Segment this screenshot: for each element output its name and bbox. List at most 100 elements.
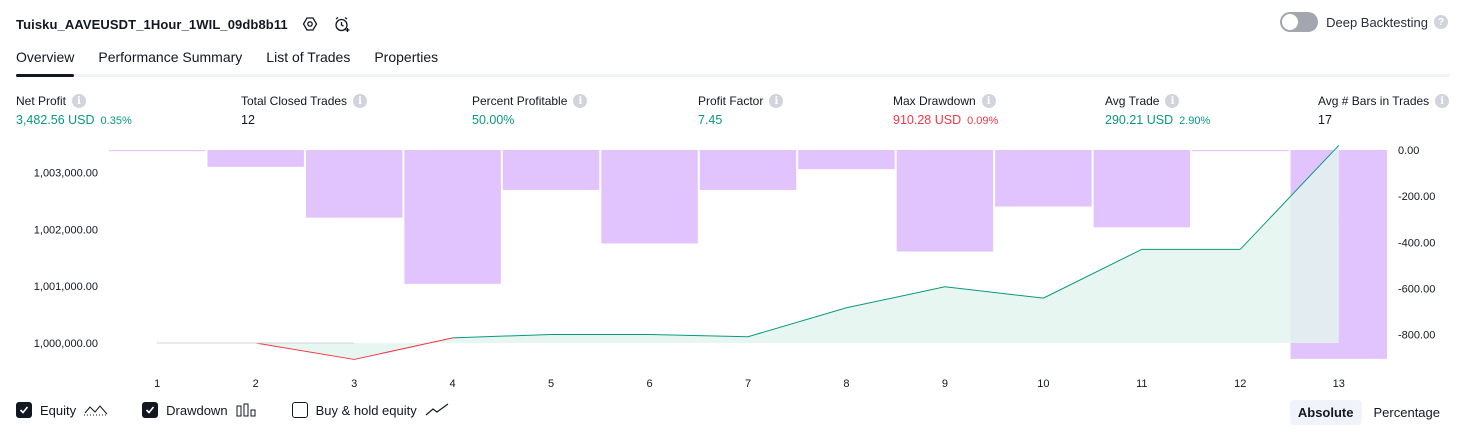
drawdown-bar bbox=[798, 150, 895, 170]
buy-hold-checkbox[interactable] bbox=[291, 402, 308, 418]
stat-value: 3,482.56 USD bbox=[16, 113, 95, 127]
drawdown-bar bbox=[305, 150, 403, 218]
equity-tick-label: 1,003,000.00 bbox=[34, 168, 98, 180]
equity-tick-label: 1,001,000.00 bbox=[34, 281, 98, 293]
equity-line-segment bbox=[354, 337, 453, 360]
drawdown-bar bbox=[1192, 150, 1289, 152]
equity-line-segment bbox=[255, 342, 355, 360]
percentage-button[interactable]: Percentage bbox=[1373, 405, 1441, 420]
stat-label: Total Closed Trades bbox=[241, 94, 348, 108]
legend-equity[interactable]: Equity bbox=[16, 402, 109, 418]
drawdown-bar bbox=[1093, 150, 1191, 228]
equity-series bbox=[157, 145, 1340, 360]
tab-performance-summary[interactable]: Performance Summary bbox=[98, 49, 243, 65]
stat-value: 7.45 bbox=[698, 113, 723, 127]
stat-value: 290.21 USD bbox=[1105, 113, 1174, 127]
trade-tick-label: 3 bbox=[351, 378, 357, 390]
info-icon[interactable]: i bbox=[981, 94, 996, 108]
trade-tick-label: 8 bbox=[843, 378, 849, 390]
drawdown-tick-label: -600.00 bbox=[1398, 283, 1435, 295]
equity-axis: 1,000,000.00 1,001,000.00 1,002,000.00 1,00… bbox=[34, 168, 98, 350]
deep-backtesting-label: Deep Backtesting bbox=[1326, 14, 1428, 30]
info-icon[interactable]: i bbox=[769, 94, 784, 108]
info-icon[interactable]: i bbox=[1165, 94, 1180, 108]
stat-label: Max Drawdown bbox=[893, 94, 976, 108]
info-icon[interactable]: i bbox=[1435, 94, 1450, 108]
trade-tick-label: 2 bbox=[253, 378, 259, 390]
equity-line-segment bbox=[944, 286, 1044, 299]
drawdown-tick-label: -800.00 bbox=[1398, 330, 1435, 342]
trade-tick-label: 13 bbox=[1333, 378, 1345, 390]
deep-backtesting: Deep Backtesting ? bbox=[1280, 12, 1448, 32]
scale-mode: Absolute Percentage bbox=[1286, 400, 1448, 425]
drawdown-bars-icon bbox=[236, 403, 258, 417]
chart-legend: Equity Drawdown Buy & hold equity bbox=[16, 402, 483, 418]
trade-tick-label: 12 bbox=[1234, 378, 1246, 390]
drawdown-bar bbox=[109, 150, 206, 152]
equity-line-segment bbox=[1239, 145, 1340, 250]
equity-drawdown-chart[interactable]: 1,000,000.00 1,001,000.00 1,002,000.00 1,00… bbox=[0, 140, 1466, 392]
trade-axis: 1 2 3 4 5 6 7 8 9 10 11 12 13 bbox=[154, 378, 1345, 390]
drawdown-bar bbox=[896, 150, 994, 252]
help-icon[interactable]: ? bbox=[1434, 15, 1448, 29]
buyhold-line-icon bbox=[425, 403, 449, 417]
equity-line-segment bbox=[649, 333, 749, 338]
info-icon[interactable]: i bbox=[573, 94, 588, 108]
stat-value: 17 bbox=[1318, 113, 1332, 127]
info-icon[interactable]: i bbox=[72, 94, 87, 108]
equity-line-segment bbox=[452, 333, 552, 339]
stat-value: 12 bbox=[241, 113, 255, 127]
tab-overview[interactable]: Overview bbox=[16, 46, 75, 77]
stat-percent: 0.35% bbox=[100, 115, 132, 127]
drawdown-tick-label: -400.00 bbox=[1398, 237, 1435, 249]
trade-tick-label: 5 bbox=[548, 378, 554, 390]
stat-value: 910.28 USD bbox=[893, 113, 962, 127]
strategy-title: Tuisku_AAVEUSDT_1Hour_1WIL_09db8b11 bbox=[16, 16, 288, 32]
stat-avg-trade: Avg Trade i 290.21 USD 2.90% bbox=[1105, 93, 1210, 129]
trade-tick-label: 4 bbox=[450, 378, 456, 390]
equity-line-segment bbox=[1043, 248, 1143, 299]
drawdown-axis: 0.00 -200.00 -400.00 -600.00 -800.00 bbox=[1398, 145, 1435, 342]
stat-label: Avg # Bars in Trades bbox=[1318, 94, 1430, 108]
equity-tick-label: 1,002,000.00 bbox=[34, 224, 98, 236]
stat-max-drawdown: Max Drawdown i 910.28 USD 0.09% bbox=[893, 93, 998, 129]
drawdown-bar bbox=[699, 150, 797, 190]
stat-value: 50.00% bbox=[472, 113, 515, 127]
stat-avg-bars: Avg # Bars in Trades i 17 bbox=[1318, 93, 1450, 129]
equity-area bbox=[157, 145, 1339, 360]
tab-properties[interactable]: Properties bbox=[374, 49, 439, 65]
tab-list-of-trades[interactable]: List of Trades bbox=[266, 49, 351, 65]
legend-buy-hold[interactable]: Buy & hold equity bbox=[291, 402, 449, 418]
drawdown-checkbox[interactable] bbox=[142, 402, 159, 418]
equity-line-icon bbox=[84, 403, 109, 417]
equity-checkbox[interactable] bbox=[16, 402, 32, 418]
hexagon-gear-icon[interactable] bbox=[300, 14, 320, 34]
drawdown-bar bbox=[502, 150, 600, 190]
trade-tick-label: 9 bbox=[942, 378, 948, 390]
drawdown-tick-label: -200.00 bbox=[1398, 191, 1435, 203]
stat-label: Avg Trade bbox=[1105, 94, 1160, 108]
stat-profit-factor: Profit Factor i 7.45 bbox=[698, 93, 784, 129]
equity-line-segment bbox=[846, 286, 946, 309]
trade-tick-label: 10 bbox=[1037, 378, 1049, 390]
drawdown-bar bbox=[995, 150, 1092, 207]
stat-percent-profitable: Percent Profitable i 50.00% bbox=[472, 93, 588, 129]
trade-tick-label: 6 bbox=[646, 378, 652, 390]
absolute-button[interactable]: Absolute bbox=[1289, 400, 1362, 425]
drawdown-tick-label: 0.00 bbox=[1398, 145, 1419, 157]
deep-backtesting-toggle[interactable] bbox=[1280, 12, 1319, 32]
stat-label: Percent Profitable bbox=[472, 94, 568, 108]
stat-label: Profit Factor bbox=[698, 94, 764, 108]
legend-label: Buy & hold equity bbox=[315, 402, 417, 418]
equity-line-segment bbox=[747, 307, 847, 338]
alarm-clock-plus-icon[interactable] bbox=[332, 14, 352, 34]
legend-drawdown[interactable]: Drawdown bbox=[142, 402, 257, 418]
trade-tick-label: 1 bbox=[154, 378, 160, 390]
stat-percent: 2.90% bbox=[1179, 115, 1211, 127]
equity-tick-label: 1,000,000.00 bbox=[34, 338, 98, 350]
info-icon[interactable]: i bbox=[353, 94, 368, 108]
stat-total-closed-trades: Total Closed Trades i 12 bbox=[241, 93, 368, 129]
stat-net-profit: Net Profit i 3,482.56 USD 0.35% bbox=[16, 93, 132, 129]
report-header: Tuisku_AAVEUSDT_1Hour_1WIL_09db8b11 bbox=[16, 10, 352, 38]
drawdown-bar bbox=[207, 150, 304, 167]
